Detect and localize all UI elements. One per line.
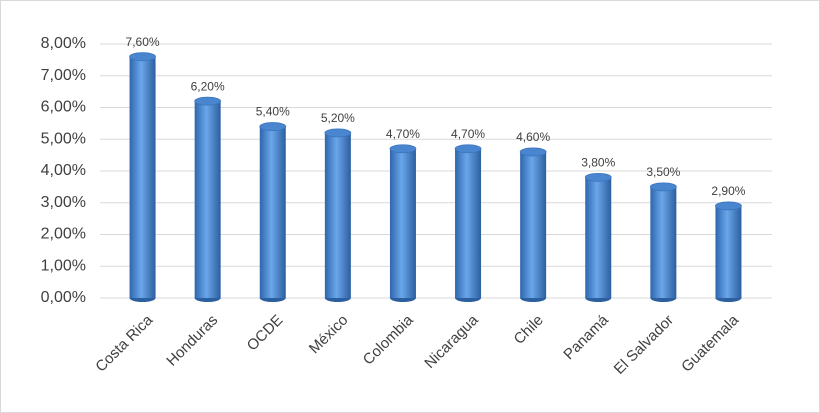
bar xyxy=(715,201,742,302)
bar xyxy=(259,122,287,302)
bar-top xyxy=(519,147,547,157)
value-label: 6,20% xyxy=(191,79,225,93)
bar-body xyxy=(520,151,547,298)
y-tick-label: 1,00% xyxy=(41,257,86,274)
bar-top xyxy=(324,128,352,138)
y-tick-label: 6,00% xyxy=(41,99,86,116)
value-label: 5,40% xyxy=(256,105,290,119)
bar-top xyxy=(715,201,742,211)
bar-top xyxy=(649,182,677,192)
value-label: 2,90% xyxy=(711,184,745,198)
y-tick-label: 2,00% xyxy=(41,226,86,243)
bar xyxy=(519,147,547,302)
bar-body xyxy=(129,56,156,299)
value-label: 4,70% xyxy=(451,127,485,141)
y-tick-label: 5,00% xyxy=(41,130,86,147)
bar xyxy=(584,172,612,302)
bar-top xyxy=(259,122,287,131)
y-tick-label: 8,00% xyxy=(41,35,86,52)
bar xyxy=(129,52,156,302)
value-label: 3,80% xyxy=(581,156,615,170)
y-tick-label: 0,00% xyxy=(41,289,86,306)
bar-body xyxy=(715,205,742,298)
bar-body xyxy=(650,186,677,298)
bar-body xyxy=(194,101,221,299)
y-tick-label: 3,00% xyxy=(41,194,86,211)
value-label: 7,60% xyxy=(126,35,160,49)
y-tick-label: 7,00% xyxy=(41,67,86,84)
y-tick-label: 4,00% xyxy=(41,162,86,179)
bar-body xyxy=(585,177,612,298)
bar xyxy=(649,182,677,302)
bar xyxy=(454,144,482,302)
bar-top xyxy=(584,172,612,182)
bar-body xyxy=(259,126,286,298)
bar-top xyxy=(454,144,482,154)
value-label: 3,50% xyxy=(646,165,680,179)
value-label: 4,60% xyxy=(516,130,550,144)
value-label: 5,20% xyxy=(321,111,355,125)
value-label: 4,70% xyxy=(386,127,420,141)
bar xyxy=(389,144,417,302)
bar-body xyxy=(324,132,351,298)
bar-body xyxy=(389,148,416,298)
bar-top xyxy=(389,144,417,154)
bar-body xyxy=(455,148,482,298)
bar-top xyxy=(129,52,156,62)
bar-top xyxy=(194,96,222,106)
bar xyxy=(194,96,222,302)
bar xyxy=(324,128,352,302)
